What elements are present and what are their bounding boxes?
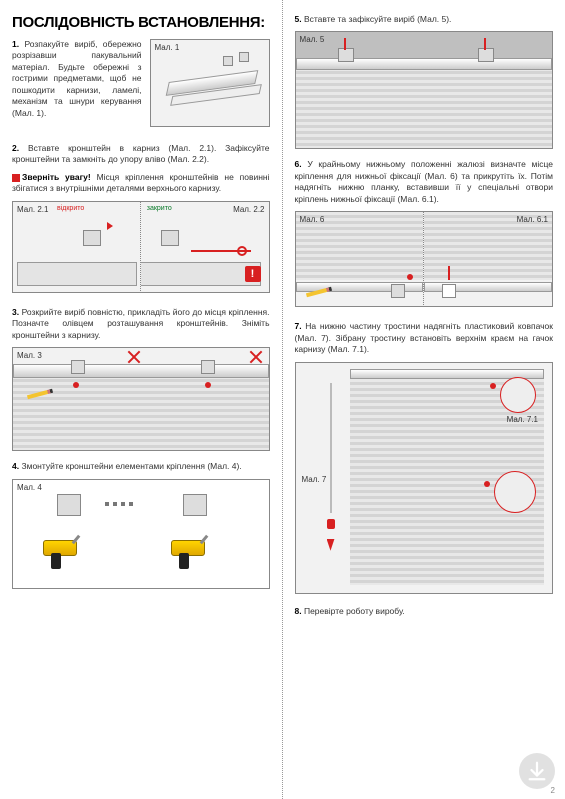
figure-1-label: Мал. 1 [155, 43, 180, 52]
warning-icon [12, 174, 20, 182]
step-1: 1. Розпакуйте виріб, обережно розрізавши… [12, 39, 270, 137]
page-title: ПОСЛІДОВНІСТЬ ВСТАНОВЛЕННЯ: [12, 14, 270, 31]
step-7-num: 7. [295, 321, 302, 331]
step-6-body: У крайньому нижньому положенні жалюзі ви… [295, 159, 554, 203]
step-4-text: 4. Змонтуйте кронштейни елементами кріпл… [12, 461, 270, 472]
step-5-body: Вставте та зафіксуйте виріб (Мал. 5). [304, 14, 451, 24]
figure-6-1-label: Мал. 6.1 [517, 215, 548, 224]
figure-1: Мал. 1 [150, 39, 270, 127]
step-3-body: Розкрийте виріб повністю, прикладіть йог… [12, 307, 270, 340]
figure-6-row: Мал. 6 Мал. 6.1 [295, 211, 554, 317]
warning-label: Зверніть увагу! [22, 172, 91, 182]
figure-7-label: Мал. 7 [302, 475, 327, 484]
page-number: 2 [551, 786, 555, 795]
figure-2-row: Мал. 2.1 відкрито закрито Мал. 2.2 ! [12, 201, 270, 303]
figure-5: Мал. 5 [295, 31, 554, 149]
figure-2-2: закрито Мал. 2.2 ! [141, 201, 270, 293]
step-2-body: Вставте кронштейн в карниз (Мал. 2.1). З… [12, 143, 270, 164]
x-mark-icon [127, 350, 141, 364]
figure-3-label: Мал. 3 [17, 351, 42, 360]
step-7-body: На нижню частину тростини надягніть плас… [295, 321, 554, 354]
figure-2-1: Мал. 2.1 відкрито [12, 201, 141, 293]
figure-2-2-label: Мал. 2.2 [233, 205, 264, 214]
step-2-warning: Зверніть увагу! Місця кріплення кронштей… [12, 172, 270, 195]
step-8-text: 8. Перевірте роботу виробу. [295, 606, 554, 617]
step-5-text: 5. Вставте та зафіксуйте виріб (Мал. 5). [295, 14, 554, 25]
figure-3: Мал. 3 [12, 347, 270, 451]
step-6-text: 6. У крайньому нижньому положенні жалюзі… [295, 159, 554, 205]
figure-6-label: Мал. 6 [300, 215, 325, 224]
step-3-text: 3. Розкрийте виріб повністю, прикладіть … [12, 307, 270, 341]
scroll-down-icon[interactable] [519, 753, 555, 789]
alert-icon: ! [245, 266, 261, 282]
step-4-body: Змонтуйте кронштейни елементами кріпленн… [21, 461, 241, 471]
closed-label: закрито [147, 205, 172, 212]
step-3-num: 3. [12, 307, 19, 317]
figure-4-label: Мал. 4 [17, 483, 42, 492]
figure-6: Мал. 6 [295, 211, 424, 307]
step-2-text: 2. Вставте кронштейн в карниз (Мал. 2.1)… [12, 143, 270, 166]
step-4-num: 4. [12, 461, 19, 471]
left-column: ПОСЛІДОВНІСТЬ ВСТАНОВЛЕННЯ: 1. Розпакуйт… [0, 0, 283, 799]
open-label: відкрито [57, 205, 84, 212]
figure-7: Мал. 7 Мал. 7.1 [295, 362, 554, 594]
figure-2-1-label: Мал. 2.1 [17, 205, 48, 214]
cap-icon [327, 519, 335, 529]
step-1-num: 1. [12, 39, 19, 49]
x-mark-icon [249, 350, 263, 364]
drill-icon [171, 540, 213, 570]
step-1-text: 1. Розпакуйте виріб, обережно розрізавши… [12, 39, 142, 131]
step-6-num: 6. [295, 159, 302, 169]
step-8-num: 8. [295, 606, 302, 616]
drill-icon [43, 540, 85, 570]
figure-4: Мал. 4 [12, 479, 270, 589]
step-5-num: 5. [295, 14, 302, 24]
figure-6-1: Мал. 6.1 [424, 211, 553, 307]
step-1-body: Розпакуйте виріб, обережно розрізавши па… [12, 39, 142, 118]
right-column: 5. Вставте та зафіксуйте виріб (Мал. 5).… [283, 0, 565, 799]
step-7-text: 7. На нижню частину тростини надягніть п… [295, 321, 554, 355]
step-8-body: Перевірте роботу виробу. [304, 606, 405, 616]
figure-5-label: Мал. 5 [300, 35, 325, 44]
figure-7-1-label: Мал. 7.1 [507, 415, 538, 424]
step-2-num: 2. [12, 143, 19, 153]
